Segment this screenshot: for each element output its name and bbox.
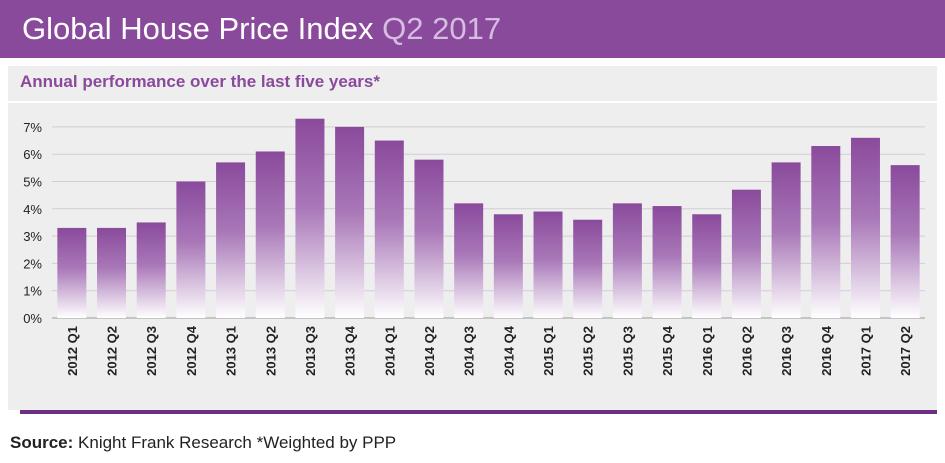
x-tick-label: 2013 Q4	[343, 325, 358, 376]
x-tick-label: 2012 Q1	[65, 326, 80, 376]
y-tick-label: 1%	[23, 284, 42, 299]
bar	[652, 206, 682, 318]
bar	[97, 227, 127, 318]
page-title: Global House Price Index Q2 2017	[22, 11, 502, 46]
x-axis-labels: 2012 Q1 2012 Q2 2012 Q3 2012 Q4 2013 Q1 2013 …	[65, 325, 913, 376]
y-tick-label: 2%	[23, 256, 42, 271]
title-period: Q2 2017	[382, 11, 502, 46]
bar	[255, 151, 285, 318]
x-tick-label: 2013 Q3	[303, 326, 318, 376]
y-tick-label: 6%	[23, 147, 42, 162]
header-banner: Global House Price Index Q2 2017	[0, 0, 945, 58]
x-tick-label: 2012 Q2	[105, 326, 120, 376]
bar	[414, 159, 444, 318]
bar	[374, 140, 404, 318]
source-note: Source: Knight Frank Research *Weighted …	[10, 433, 396, 453]
bar	[731, 189, 761, 318]
y-tick-label: 3%	[23, 229, 42, 244]
bar	[692, 214, 722, 318]
bar	[335, 126, 365, 319]
x-tick-label: 2014 Q3	[462, 326, 477, 376]
y-tick-label: 5%	[23, 175, 42, 190]
x-tick-label: 2016 Q4	[819, 325, 834, 376]
x-tick-label: 2014 Q1	[382, 326, 397, 376]
bar	[454, 203, 484, 318]
y-tick-label: 0%	[23, 311, 42, 326]
y-tick-label: 7%	[23, 120, 42, 135]
bar	[533, 211, 563, 318]
bar	[136, 222, 166, 318]
bar	[811, 146, 841, 318]
x-tick-label: 2015 Q2	[581, 326, 596, 376]
bar	[890, 165, 920, 318]
x-tick-label: 2014 Q4	[501, 325, 516, 376]
bars	[57, 118, 920, 319]
bar	[295, 118, 325, 319]
y-axis-labels: 0% 1% 2% 3% 4% 5% 6% 7%	[23, 120, 42, 326]
x-tick-label: 2017 Q1	[858, 326, 873, 376]
x-tick-label: 2016 Q1	[700, 326, 715, 376]
bar	[176, 181, 206, 318]
x-tick-label: 2017 Q2	[898, 326, 913, 376]
x-tick-label: 2016 Q2	[739, 326, 754, 376]
footer-divider	[20, 410, 937, 414]
x-tick-label: 2014 Q2	[422, 326, 437, 376]
bar	[57, 227, 87, 318]
source-label: Source:	[10, 433, 74, 452]
chart-title: Annual performance over the last five ye…	[20, 72, 380, 91]
y-tick-label: 4%	[23, 202, 42, 217]
source-text: Knight Frank Research *Weighted by PPP	[73, 433, 397, 452]
x-tick-label: 2015 Q1	[541, 326, 556, 376]
bar	[771, 162, 801, 318]
x-tick-label: 2012 Q3	[144, 326, 159, 376]
x-tick-label: 2012 Q4	[184, 325, 199, 376]
x-tick-label: 2015 Q4	[660, 325, 675, 376]
x-tick-label: 2016 Q3	[779, 326, 794, 376]
title-divider	[8, 101, 937, 103]
x-tick-label: 2015 Q3	[620, 326, 635, 376]
bar	[493, 214, 523, 318]
x-tick-label: 2013 Q1	[224, 326, 239, 376]
bar	[612, 203, 642, 318]
x-tick-label: 2013 Q2	[263, 326, 278, 376]
bar	[573, 219, 603, 318]
bar	[216, 162, 246, 318]
bar	[850, 137, 880, 318]
